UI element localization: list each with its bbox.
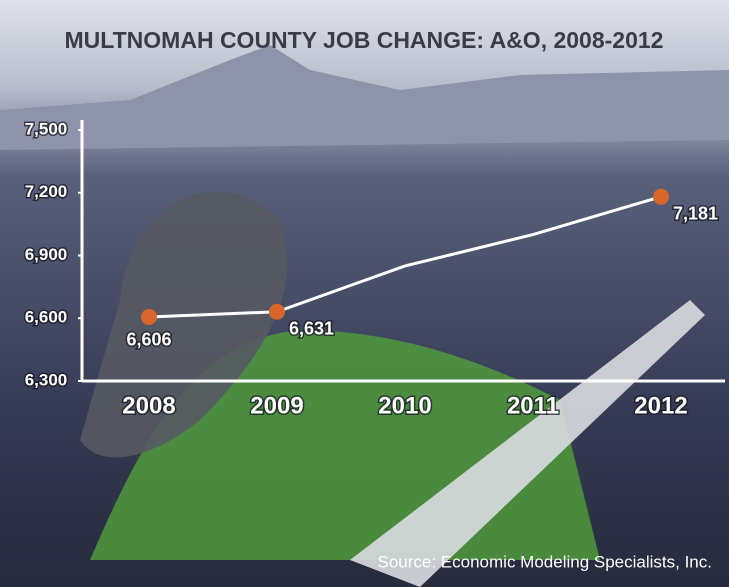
value-label: 6,606 [126, 330, 171, 350]
y-tick-label: 6,300 [25, 370, 68, 389]
value-label: 6,631 [289, 319, 334, 339]
chart: MULTNOMAH COUNTY JOB CHANGE: A&O, 2008-2… [0, 0, 729, 587]
x-tick-label: 2011 [507, 392, 559, 419]
x-tick-label: 2012 [634, 392, 687, 419]
x-tick-label: 2008 [122, 392, 175, 419]
marker [141, 309, 157, 325]
chart-title: MULTNOMAH COUNTY JOB CHANGE: A&O, 2008-2… [65, 27, 664, 53]
marker [653, 189, 669, 205]
y-tick-label: 6,600 [25, 308, 68, 327]
y-tick-label: 7,200 [25, 182, 68, 201]
y-tick-label: 6,900 [25, 245, 68, 264]
value-label: 7,181 [673, 203, 718, 223]
y-tick-label: 7,500 [25, 119, 68, 138]
marker [269, 304, 285, 320]
x-tick-label: 2009 [250, 392, 303, 419]
source: Source: Economic Modeling Specialists, I… [378, 552, 713, 571]
x-tick-label: 2010 [378, 392, 431, 419]
